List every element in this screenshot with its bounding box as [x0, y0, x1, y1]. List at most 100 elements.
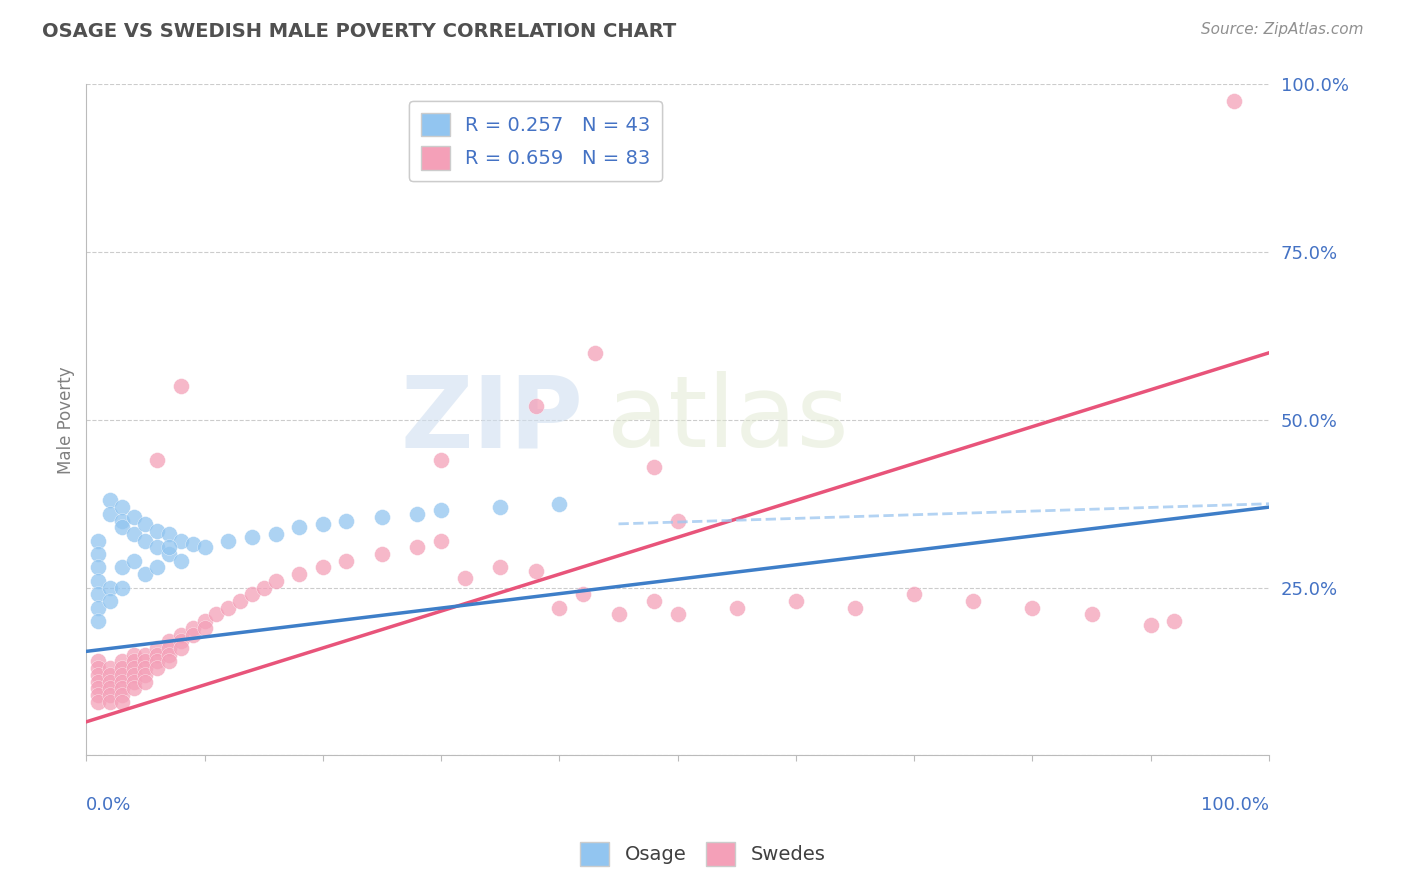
- Point: [217, 533, 239, 548]
- Text: atlas: atlas: [607, 371, 848, 468]
- Point: [264, 527, 287, 541]
- Point: [87, 587, 110, 601]
- Point: [134, 533, 156, 548]
- Point: [157, 634, 180, 648]
- Point: [430, 533, 453, 548]
- Point: [1163, 614, 1185, 628]
- Point: [111, 674, 134, 689]
- Point: [312, 560, 335, 574]
- Point: [193, 541, 215, 555]
- Point: [1080, 607, 1102, 622]
- Point: [312, 516, 335, 531]
- Point: [217, 600, 239, 615]
- Point: [371, 547, 394, 561]
- Point: [122, 681, 145, 696]
- Point: [785, 594, 807, 608]
- Point: [157, 648, 180, 662]
- Point: [844, 600, 866, 615]
- Point: [157, 655, 180, 669]
- Point: [170, 554, 193, 568]
- Point: [98, 507, 121, 521]
- Point: [98, 581, 121, 595]
- Point: [1021, 600, 1043, 615]
- Text: 100.0%: 100.0%: [1201, 796, 1270, 814]
- Point: [111, 514, 134, 528]
- Point: [288, 567, 311, 582]
- Point: [583, 346, 606, 360]
- Point: [146, 661, 169, 675]
- Point: [122, 554, 145, 568]
- Point: [524, 400, 547, 414]
- Point: [87, 681, 110, 696]
- Point: [122, 661, 145, 675]
- Legend: R = 0.257   N = 43, R = 0.659   N = 83: R = 0.257 N = 43, R = 0.659 N = 83: [409, 101, 662, 181]
- Point: [666, 607, 689, 622]
- Point: [98, 661, 121, 675]
- Point: [111, 560, 134, 574]
- Text: ZIP: ZIP: [401, 371, 583, 468]
- Point: [430, 453, 453, 467]
- Point: [146, 648, 169, 662]
- Point: [170, 640, 193, 655]
- Point: [134, 516, 156, 531]
- Point: [98, 668, 121, 682]
- Point: [111, 661, 134, 675]
- Legend: Osage, Swedes: Osage, Swedes: [572, 834, 834, 873]
- Point: [122, 674, 145, 689]
- Point: [134, 661, 156, 675]
- Point: [170, 379, 193, 393]
- Point: [98, 681, 121, 696]
- Point: [87, 574, 110, 588]
- Point: [181, 537, 204, 551]
- Point: [170, 627, 193, 641]
- Point: [111, 581, 134, 595]
- Point: [157, 547, 180, 561]
- Point: [146, 541, 169, 555]
- Point: [725, 600, 748, 615]
- Point: [111, 655, 134, 669]
- Point: [87, 600, 110, 615]
- Y-axis label: Male Poverty: Male Poverty: [58, 366, 75, 474]
- Point: [489, 500, 512, 515]
- Point: [134, 648, 156, 662]
- Point: [903, 587, 925, 601]
- Point: [430, 503, 453, 517]
- Point: [111, 681, 134, 696]
- Text: OSAGE VS SWEDISH MALE POVERTY CORRELATION CHART: OSAGE VS SWEDISH MALE POVERTY CORRELATIO…: [42, 22, 676, 41]
- Point: [643, 459, 665, 474]
- Point: [146, 453, 169, 467]
- Point: [87, 560, 110, 574]
- Point: [666, 514, 689, 528]
- Point: [111, 668, 134, 682]
- Point: [98, 493, 121, 508]
- Point: [253, 581, 276, 595]
- Point: [288, 520, 311, 534]
- Point: [406, 507, 429, 521]
- Point: [181, 627, 204, 641]
- Point: [146, 640, 169, 655]
- Point: [193, 621, 215, 635]
- Point: [607, 607, 630, 622]
- Text: Source: ZipAtlas.com: Source: ZipAtlas.com: [1201, 22, 1364, 37]
- Point: [962, 594, 984, 608]
- Point: [371, 510, 394, 524]
- Point: [229, 594, 252, 608]
- Point: [170, 634, 193, 648]
- Point: [264, 574, 287, 588]
- Point: [548, 497, 571, 511]
- Point: [87, 688, 110, 702]
- Point: [1139, 617, 1161, 632]
- Point: [489, 560, 512, 574]
- Point: [111, 688, 134, 702]
- Point: [157, 640, 180, 655]
- Point: [87, 533, 110, 548]
- Point: [548, 600, 571, 615]
- Point: [454, 570, 477, 584]
- Point: [87, 674, 110, 689]
- Point: [122, 655, 145, 669]
- Point: [87, 655, 110, 669]
- Point: [87, 547, 110, 561]
- Point: [146, 524, 169, 538]
- Point: [240, 530, 263, 544]
- Point: [170, 533, 193, 548]
